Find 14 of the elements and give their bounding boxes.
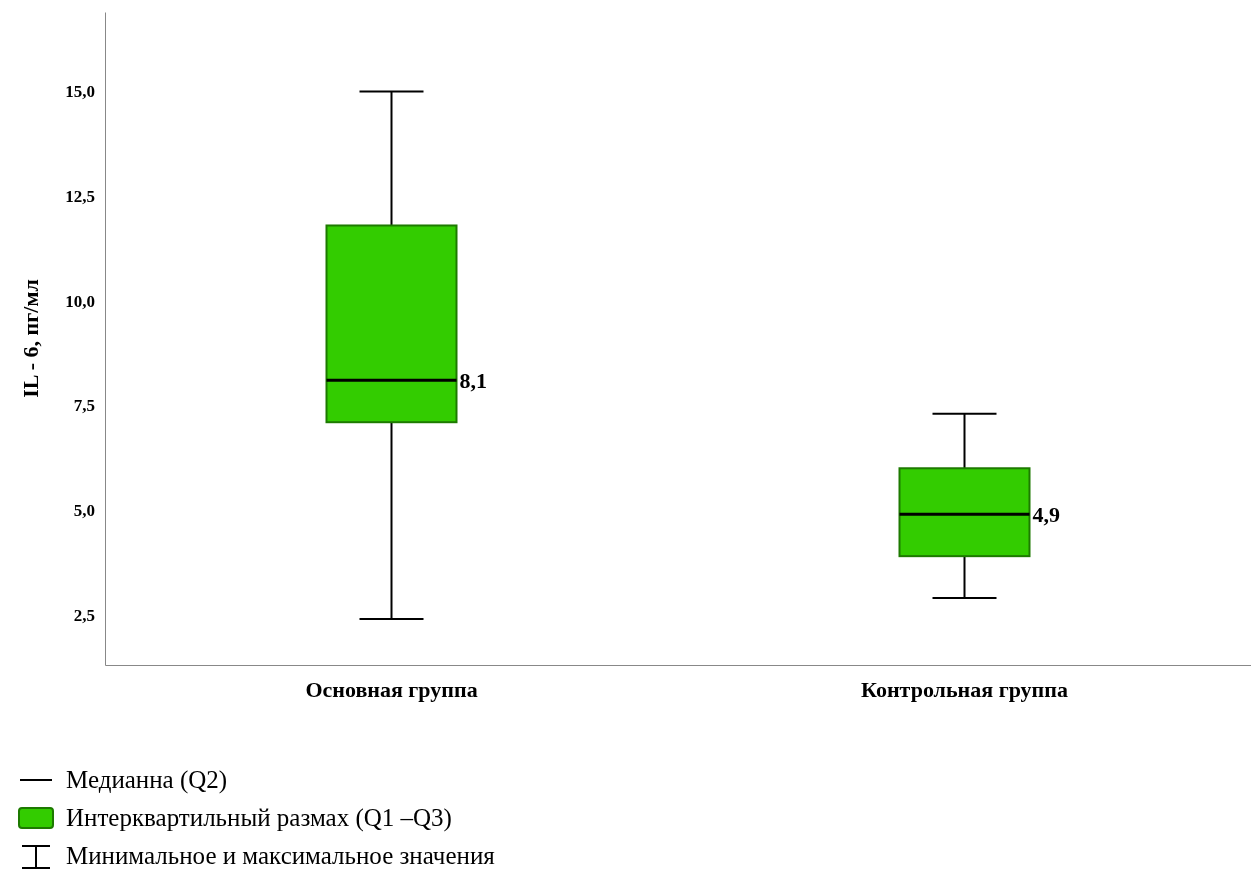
x-tick-label: Основная группа [305, 676, 478, 702]
y-tick-label: 7,5 [73, 396, 95, 416]
text: Минимальное и максимальное значения [66, 842, 496, 869]
text: Интерквартильный размах (Q1 –Q3) [66, 804, 452, 832]
y-tick-label: 15,0 [65, 82, 95, 102]
y-tick-label: 12,5 [65, 187, 95, 207]
y-axis-title: IL - 6, пг/мл [18, 279, 43, 398]
text: 4,9 [1032, 502, 1060, 528]
y-tick-label: 2,5 [73, 605, 95, 625]
y-tick-label: 5,0 [73, 501, 95, 521]
text: Медианна (Q2) [66, 766, 228, 794]
y-tick-label: 10,0 [65, 291, 95, 311]
text: 8,1 [459, 368, 487, 394]
x-tick-label: Контрольная группа [861, 676, 1068, 702]
